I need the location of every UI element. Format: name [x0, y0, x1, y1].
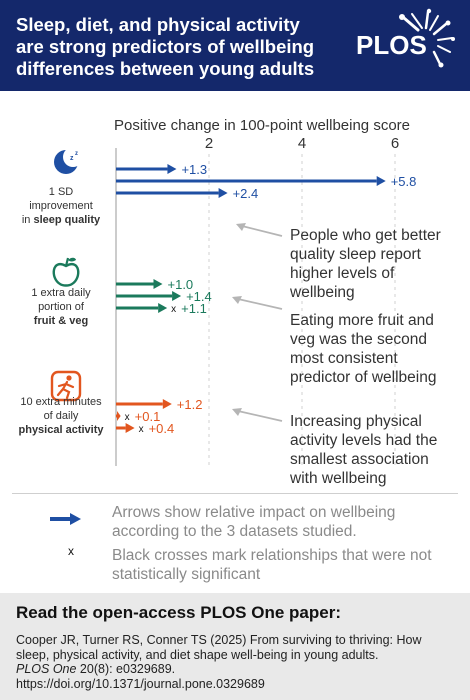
citation-doi-link[interactable]: https://doi.org/10.1371/journal.pone.032…: [16, 676, 265, 691]
chart-marks: zz: [50, 147, 386, 433]
data-label: +1.2: [177, 397, 203, 412]
legend-arrow-icon: [50, 513, 81, 525]
apple-stem: [64, 257, 70, 267]
z-mark: z: [70, 155, 74, 162]
data-label: +2.4: [233, 186, 259, 201]
moon-icon: zz: [54, 147, 83, 174]
citation-volume: 20(8): e0329689.: [76, 662, 176, 676]
data-label: +1.0: [168, 277, 194, 292]
annotation-pointer: [237, 410, 283, 422]
footer-heading: Read the open-access PLOS One paper:: [16, 603, 341, 622]
title-line: are strong predictors of wellbeing: [16, 36, 315, 57]
group-label-line: in: [22, 214, 34, 226]
data-label: +0.4: [149, 421, 175, 436]
chart-title: Positive change in 100-point wellbeing s…: [114, 117, 410, 134]
arrow-head: [172, 291, 182, 301]
citation-journal-line: PLOS One 20(8): e0329689.: [16, 662, 456, 677]
legend-arrow-text: Arrows show relative impact on wellbeing…: [112, 504, 396, 540]
group-label-line: 10 extra minutes: [20, 396, 102, 408]
x-tick-label: 6: [391, 135, 399, 152]
arrow-head: [125, 423, 135, 433]
plos-logo-text: PLOS: [356, 30, 427, 60]
apple-icon: [52, 257, 80, 287]
annotation-pointer-head: [232, 296, 242, 304]
runner-icon: [50, 370, 82, 402]
non-significant-cross: x: [171, 304, 176, 315]
citation-authors-title: Cooper JR, Turner RS, Conner TS (2025) F…: [16, 633, 422, 662]
annotation-line: veg was the second: [290, 331, 427, 348]
annotation-line: People who get better: [290, 227, 441, 244]
group-label-line: of daily: [44, 410, 79, 422]
group-label: 1 SD improvement in sleep quality: [22, 186, 101, 226]
runner-head: [66, 375, 72, 381]
z-mark: z: [75, 151, 78, 157]
title-line: Sleep, diet, and physical activity: [16, 14, 300, 35]
annotation-line: quality sleep report: [290, 246, 422, 263]
plos-logo: PLOS: [356, 8, 455, 68]
chart-labels: Positive change in 100-point wellbeing s…: [19, 117, 441, 487]
group-label-line: 1 SD: [49, 186, 74, 198]
annotation-line: predictor of wellbeing: [290, 369, 436, 386]
annotation-line: with wellbeing: [289, 470, 387, 487]
annotation-line: Eating more fruit and: [290, 312, 434, 329]
arrow-head: [153, 279, 163, 289]
moon-cutout: [63, 147, 83, 167]
annotation: Eating more fruit and veg was the second m…: [290, 312, 436, 386]
annotation: People who get better quality sleep repor…: [289, 227, 441, 301]
citation: Cooper JR, Turner RS, Conner TS (2025) F…: [16, 633, 456, 691]
data-label: +0.1: [135, 409, 161, 424]
group-label-bold: physical activity: [19, 424, 105, 436]
arrow-head: [117, 411, 121, 421]
annotation-line: most consistent: [290, 350, 398, 367]
annotation-line: wellbeing: [289, 284, 355, 301]
annotation-pointer: [241, 225, 283, 237]
group-label: 1 extra daily portion of fruit & veg: [31, 287, 91, 327]
x-tick-label: 2: [205, 135, 213, 152]
arrow-head: [158, 303, 168, 313]
group-label-bold: fruit & veg: [34, 315, 88, 327]
arrow-head: [376, 176, 386, 186]
group-label-line: 1 extra daily: [31, 287, 91, 299]
non-significant-cross: x: [139, 424, 144, 435]
group-label-line: improvement: [29, 200, 93, 212]
annotation-line: Increasing physical: [290, 413, 422, 430]
arrow-head: [167, 164, 177, 174]
annotation-pointer-head: [236, 223, 246, 231]
group-label: 10 extra minutes of daily physical activit…: [19, 396, 105, 436]
page-title: Sleep, diet, and physical activity are s…: [16, 14, 346, 80]
group-label-bold: sleep quality: [33, 214, 101, 226]
annotation-pointer-head: [232, 408, 242, 416]
data-label: +1.3: [181, 162, 207, 177]
arrow-head: [218, 188, 228, 198]
x-tick-label: 4: [298, 135, 306, 152]
legend-cross-icon: x: [68, 544, 74, 558]
annotation-line: activity levels had the: [290, 432, 437, 449]
annotation: Increasing physical activity levels had t…: [289, 413, 437, 487]
annotation-pointer: [237, 298, 283, 310]
citation-journal: PLOS One: [16, 662, 77, 676]
apple-body: [52, 263, 80, 287]
apple-leaf: [68, 257, 76, 262]
divider: [12, 493, 458, 494]
title-line: differences between young adults: [16, 58, 315, 79]
impact-chart: zz Positive change in 100-point wellbein…: [19, 117, 441, 487]
group-label-line: portion of: [38, 301, 85, 313]
runner-body: [56, 380, 75, 400]
non-significant-cross: x: [125, 412, 130, 423]
data-label: +5.8: [391, 174, 417, 189]
data-label: +1.1: [181, 301, 207, 316]
data-label: +1.4: [186, 289, 212, 304]
legend-cross-text: Black crosses mark relationships that we…: [112, 547, 432, 583]
annotation-line: smallest association: [290, 451, 429, 468]
arrow-head: [162, 399, 172, 409]
footer: Read the open-access PLOS One paper: Coo…: [0, 593, 470, 700]
annotation-line: higher levels of: [290, 265, 395, 282]
header-banner: Sleep, diet, and physical activity are s…: [0, 0, 470, 91]
